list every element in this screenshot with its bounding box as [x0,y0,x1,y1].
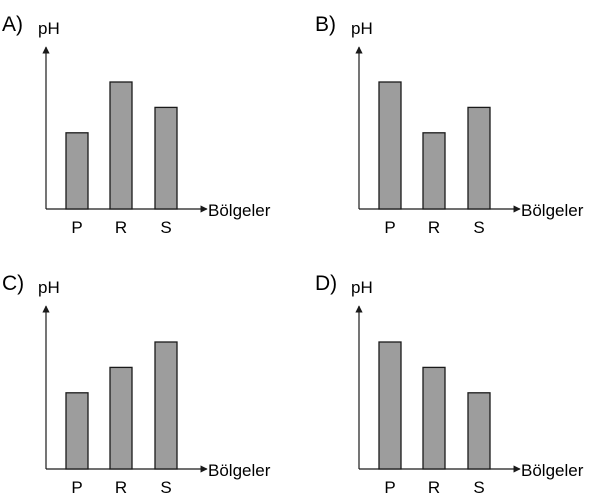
tick-label-S: S [160,218,171,237]
bar-S [467,392,491,470]
x-axis-title: Bölgeler [521,201,584,220]
option-label: A) [2,13,23,36]
tick-label-P: P [384,218,395,237]
option-label: C) [2,272,24,295]
chart-panel-3: C) pH Bölgeler P R S [2,272,271,497]
tick-label-R: R [115,478,127,497]
chart-panel-1: A) pH Bölgeler P R S [2,13,271,237]
tick-label-S: S [473,478,484,497]
x-axis-title: Bölgeler [208,461,271,480]
bar-S [154,106,178,210]
chart-panel-4: D) pH Bölgeler P R S [315,272,584,497]
bar-P [378,341,402,470]
tick-label-S: S [160,478,171,497]
bar-P [65,392,89,470]
x-axis-title: Bölgeler [521,461,584,480]
y-axis-title: pH [351,19,373,38]
bar-P [378,81,402,210]
bar-R [109,366,133,470]
tick-label-R: R [115,218,127,237]
tick-label-P: P [71,218,82,237]
y-axis-title: pH [38,19,60,38]
tick-label-S: S [473,218,484,237]
bar-R [422,366,446,470]
option-label: B) [315,13,336,36]
bar-R [109,81,133,210]
bar-S [154,341,178,470]
bar-P [65,132,89,210]
y-axis-title: pH [351,278,373,297]
bar-S [467,106,491,210]
chart-panel-2: B) pH Bölgeler P R S [315,13,584,237]
bar-R [422,132,446,210]
tick-label-R: R [428,478,440,497]
x-axis-title: Bölgeler [208,201,271,220]
tick-label-P: P [384,478,395,497]
tick-label-R: R [428,218,440,237]
option-label: D) [315,272,337,295]
y-axis-title: pH [38,278,60,297]
tick-label-P: P [71,478,82,497]
